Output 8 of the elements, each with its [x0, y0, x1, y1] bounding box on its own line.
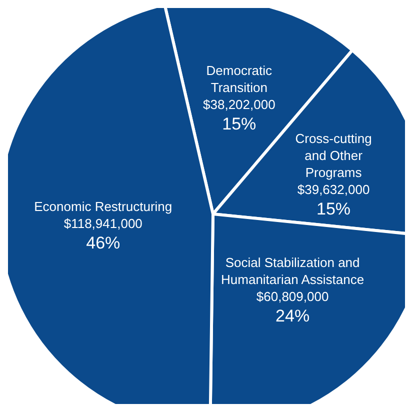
slice-label: Democratic Transition — [206, 63, 273, 96]
slice-label: Economic Restructuring — [34, 198, 172, 214]
data-label: $60,809,000 24% — [256, 288, 329, 326]
slice-label: Social Stabilization and Humanitarian Assistance — [221, 254, 364, 287]
data-label: $39,632,000 15% — [297, 182, 370, 218]
data-label: $38,202,000 15% — [203, 97, 276, 134]
data-label: $118,941,000 46% — [64, 216, 142, 252]
slice-label: Cross-cutting and Other Programs — [295, 130, 372, 180]
